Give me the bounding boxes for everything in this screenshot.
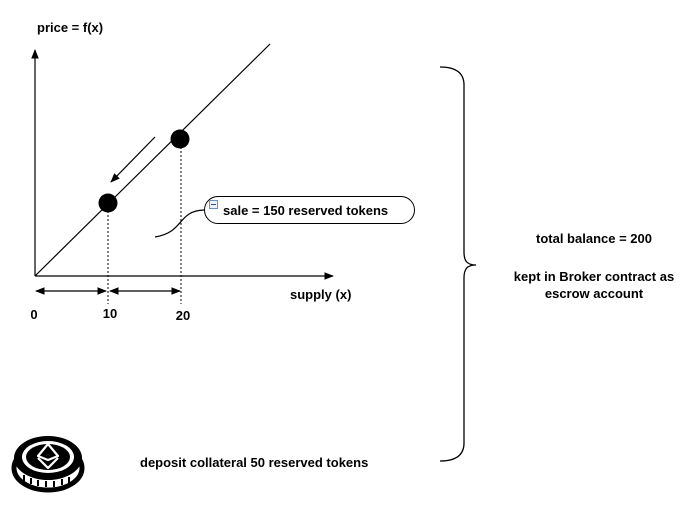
callout-connector [154,209,205,238]
x-tick-label-10: 10 [102,306,118,321]
x-tick-label-0: 0 [30,307,38,322]
price-curve-line [34,43,271,277]
x-tick-label-20: 20 [175,308,191,323]
curve-point-20 [170,129,190,149]
x-axis-label: supply (x) [290,287,352,302]
total-balance-label: total balance = 200 [536,231,652,246]
escrow-label-line-1: kept in Broker contract as [513,269,675,284]
deposit-label: deposit collateral 50 reserved tokens [140,455,369,470]
y-axis-label: price = f(x) [37,20,104,35]
token-coin-icon [11,436,85,493]
sale-callout-text: sale = 150 reserved tokens [223,203,389,218]
minus-icon[interactable] [209,200,218,209]
sale-callout: sale = 150 reserved tokens [204,196,415,224]
escrow-label-line-2: escrow account [544,286,644,301]
curly-brace [439,66,477,462]
direction-arrow [110,136,156,183]
curve-point-10 [98,193,118,213]
